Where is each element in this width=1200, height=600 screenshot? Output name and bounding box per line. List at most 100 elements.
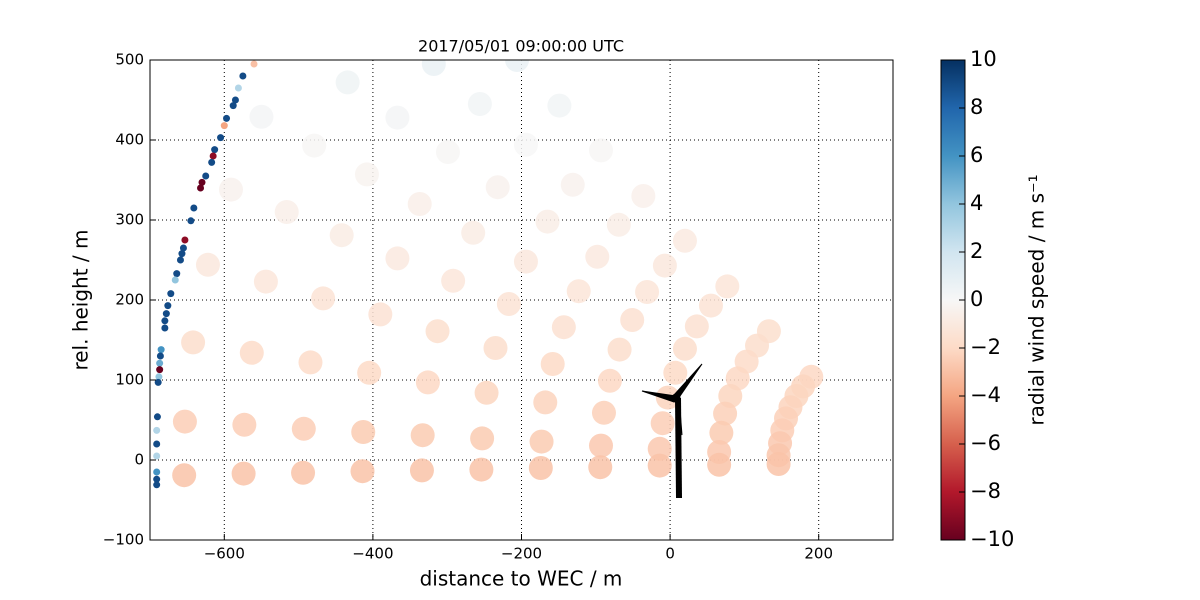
scan-point [470, 426, 495, 451]
colorbar-tick-label: −4 [970, 383, 1001, 407]
scan-point [597, 368, 622, 393]
scan-point [672, 336, 697, 361]
edge-point [161, 324, 169, 332]
edge-point [187, 217, 195, 225]
colorbar-tick-label: −10 [970, 527, 1014, 551]
scan-point [354, 162, 379, 187]
scan-point [329, 223, 354, 248]
scan-point [505, 60, 530, 72]
edge-point [173, 270, 181, 278]
scan-point [496, 292, 521, 316]
colorbar-tick-label: −8 [970, 479, 1001, 503]
scan-point [461, 220, 486, 245]
edge-point [153, 481, 161, 489]
scan-point [335, 70, 360, 95]
scan-point [425, 319, 450, 344]
scan-point [684, 314, 709, 339]
colorbar-tick-label: 8 [970, 95, 983, 119]
colorbar-label: radial wind speed / m s⁻¹ [1025, 174, 1049, 425]
scan-point [589, 138, 614, 163]
colorbar-tick-label: −6 [970, 431, 1001, 455]
edge-point [157, 346, 165, 354]
edge-point [239, 72, 247, 80]
x-tick-label: −200 [501, 545, 542, 563]
colorbar-tick-label: 10 [970, 47, 997, 71]
x-axis-label: distance to WEC / m [420, 567, 623, 591]
scan-point [302, 133, 327, 158]
y-tick-label: 200 [115, 291, 144, 309]
scan-point [350, 459, 375, 484]
edge-point [250, 60, 258, 68]
y-tick-label: 500 [115, 51, 144, 69]
edge-point [154, 378, 162, 386]
scan-point [513, 249, 538, 274]
edge-point [161, 317, 169, 325]
edge-point [181, 236, 189, 244]
edge-point [209, 152, 217, 160]
edge-point [179, 244, 187, 252]
colorbar-tick-label: 0 [970, 287, 983, 311]
scan-point [407, 192, 432, 216]
scan-point [591, 400, 616, 425]
scan-point [585, 244, 610, 269]
edge-point [202, 172, 210, 180]
scan-point [513, 132, 538, 157]
edge-point [178, 250, 186, 258]
scan-point [249, 104, 274, 129]
scan-point [291, 460, 316, 485]
scan-point [274, 200, 299, 224]
scan-point [351, 420, 376, 444]
scan-point [715, 274, 740, 299]
scan-point [528, 456, 553, 480]
scan-point [540, 352, 565, 376]
scan-point [647, 453, 672, 478]
scan-point [551, 315, 576, 340]
scan-point [483, 336, 508, 360]
edge-point [155, 373, 163, 381]
edge-point [153, 426, 161, 434]
edge-point [153, 452, 161, 460]
y-tick-label: 300 [115, 211, 144, 229]
scan-point [218, 177, 243, 202]
chart-title: 2017/05/01 09:00:00 UTC [418, 37, 624, 56]
y-tick-label: 100 [115, 371, 144, 389]
scan-point [435, 140, 460, 164]
scan-point [421, 60, 446, 76]
scan-point [410, 423, 435, 448]
scan-point [172, 409, 197, 434]
edge-point [153, 440, 161, 448]
scan-point [298, 350, 323, 375]
points [153, 60, 824, 489]
edge-point [211, 146, 219, 154]
edge-point [164, 302, 172, 310]
scan-point [663, 360, 688, 385]
scan-point [652, 253, 677, 278]
scan-point [566, 279, 591, 304]
edge-point [223, 114, 231, 122]
scan-point [467, 92, 492, 116]
y-tick-label: 0 [134, 451, 144, 469]
scan-point [357, 360, 382, 385]
scan-point [606, 212, 631, 237]
scan-point [589, 433, 614, 458]
x-tick-label: 0 [665, 545, 675, 563]
y-tick-label: −100 [103, 531, 144, 549]
colorbar-tick-label: 4 [970, 191, 983, 215]
edge-point [217, 134, 225, 142]
x-tick-label: −400 [352, 545, 393, 563]
scan-point [713, 401, 738, 426]
scan-point [195, 252, 220, 277]
scan-point [409, 458, 434, 483]
scan-point [698, 293, 723, 318]
scan-point [385, 246, 410, 271]
edge-point [162, 310, 170, 318]
scan-point [181, 330, 206, 355]
scan-point [766, 452, 791, 476]
edge-point [229, 102, 237, 110]
scan-point [368, 302, 393, 327]
scan-point [533, 390, 558, 415]
scan-point [469, 457, 494, 482]
scan-point [529, 429, 554, 454]
edge-point [176, 256, 184, 264]
